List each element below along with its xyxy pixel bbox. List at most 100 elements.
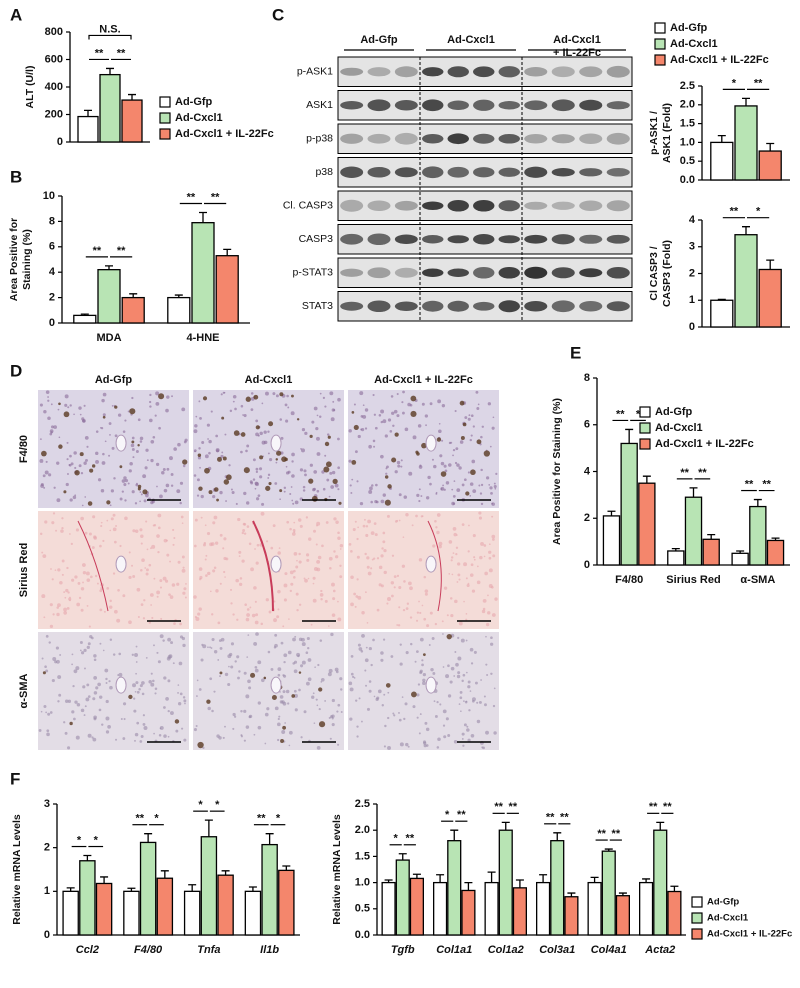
tissue-texture	[177, 442, 181, 447]
tissue-texture	[285, 471, 290, 475]
blot-band	[367, 300, 391, 313]
stained-cell	[106, 500, 111, 505]
stained-cell	[74, 470, 80, 476]
tissue-texture	[277, 722, 281, 727]
tissue-texture	[142, 617, 146, 620]
error-bar	[221, 870, 230, 876]
tissue-texture	[76, 602, 81, 607]
tissue-texture	[459, 440, 464, 444]
tissue-texture	[104, 440, 107, 443]
tissue-texture	[149, 405, 152, 408]
error-bar	[742, 97, 750, 106]
tissue-texture	[282, 674, 285, 677]
tissue-texture	[468, 524, 470, 527]
blot-band	[473, 199, 495, 212]
tissue-texture	[275, 461, 278, 464]
tissue-texture	[440, 487, 443, 490]
bar	[667, 890, 682, 936]
tissue-texture	[67, 591, 70, 594]
tissue-texture	[293, 521, 296, 524]
tissue-texture	[305, 651, 309, 655]
tissue-texture	[438, 541, 443, 546]
tissue-texture	[128, 551, 131, 554]
tissue-texture	[274, 643, 278, 648]
collagen-fiber	[427, 520, 442, 612]
tissue-texture	[486, 673, 489, 676]
significance-label: **	[698, 467, 707, 479]
tissue-texture	[276, 738, 280, 742]
y-axis-label: Area Positive for	[8, 218, 20, 301]
tissue-texture	[176, 489, 181, 494]
stained-cell	[384, 499, 391, 506]
tissue-texture	[185, 582, 187, 585]
tissue-texture	[123, 476, 127, 480]
tissue-texture	[313, 406, 318, 411]
tissue-texture	[415, 619, 419, 622]
tissue-texture	[142, 474, 147, 479]
tissue-texture	[71, 710, 75, 714]
tissue-texture	[404, 702, 408, 706]
tissue-texture	[182, 566, 185, 569]
tissue-texture	[467, 550, 470, 553]
blot-band	[524, 166, 548, 178]
y-tick-label: 2	[44, 842, 50, 854]
vessel	[425, 434, 437, 452]
bar	[123, 890, 140, 936]
blot-band	[524, 234, 548, 244]
vessel	[115, 555, 127, 573]
tissue-texture	[421, 402, 425, 406]
tissue-texture	[385, 472, 388, 475]
tissue-texture	[229, 409, 233, 413]
stained-cell	[119, 465, 123, 469]
legend-swatch	[159, 128, 171, 140]
tissue-texture	[267, 650, 271, 654]
tissue-texture	[328, 495, 331, 498]
tissue-texture	[315, 698, 318, 701]
tissue-texture	[124, 499, 127, 502]
tissue-texture	[165, 483, 170, 488]
tissue-texture	[423, 741, 427, 745]
tissue-texture	[303, 710, 307, 714]
tissue-texture	[127, 410, 130, 413]
stained-cell	[275, 458, 278, 461]
tissue-texture	[234, 407, 237, 411]
tissue-texture	[200, 516, 203, 519]
tissue-texture	[163, 706, 166, 709]
tissue-texture	[211, 637, 215, 642]
tissue-texture	[140, 569, 143, 572]
tissue-texture	[149, 593, 154, 597]
legend-swatch	[639, 406, 651, 418]
tissue-texture	[256, 543, 260, 547]
tissue-texture	[182, 643, 186, 648]
tissue-texture	[288, 730, 293, 735]
tissue-texture	[316, 489, 320, 493]
tissue-texture	[207, 571, 211, 576]
tissue-texture	[224, 433, 227, 436]
tissue-texture	[291, 452, 295, 457]
tissue-texture	[172, 662, 175, 665]
tissue-texture	[311, 695, 315, 699]
tissue-texture	[423, 617, 427, 621]
tissue-texture	[445, 481, 450, 485]
tissue-texture	[289, 570, 294, 575]
tissue-texture	[356, 725, 359, 728]
blot-strip	[337, 190, 633, 221]
tissue-texture	[99, 695, 103, 699]
tissue-texture	[493, 482, 496, 485]
tissue-texture	[140, 493, 143, 496]
tissue-texture	[393, 586, 396, 589]
tissue-texture	[429, 402, 433, 406]
tissue-texture	[162, 468, 166, 471]
tissue-texture	[355, 595, 359, 598]
tissue-texture	[479, 555, 483, 560]
tissue-texture	[350, 575, 354, 580]
tissue-texture	[113, 609, 118, 614]
blot-band	[447, 166, 469, 178]
tissue-texture	[274, 482, 278, 485]
bar	[550, 840, 565, 936]
tissue-texture	[373, 522, 377, 526]
tissue-texture	[446, 614, 449, 617]
tissue-texture	[85, 697, 90, 702]
panel-label: C	[272, 5, 284, 24]
tissue-texture	[150, 439, 155, 444]
